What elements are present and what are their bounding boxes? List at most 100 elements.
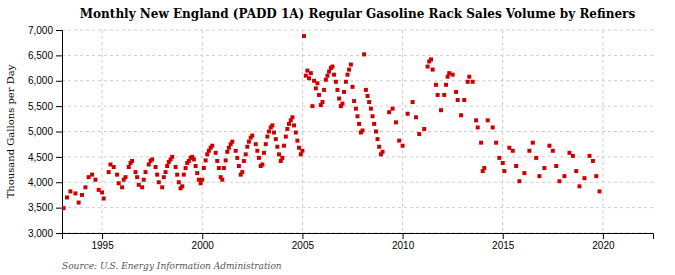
point: [184, 166, 188, 170]
y-tick-mark: [56, 157, 62, 158]
grid-line-y: [62, 182, 653, 183]
y-tick: 5,000: [28, 126, 62, 137]
point: [357, 122, 361, 126]
point: [73, 191, 77, 195]
point: [120, 185, 124, 189]
point: [280, 156, 284, 160]
y-tick-mark: [56, 132, 62, 133]
point: [345, 73, 349, 77]
point: [142, 178, 146, 182]
point: [147, 162, 151, 166]
point: [204, 158, 208, 162]
point: [340, 102, 344, 106]
point: [154, 165, 158, 169]
x-tick-label: 2010: [392, 240, 415, 251]
point: [87, 175, 91, 179]
point: [97, 188, 101, 192]
point: [474, 118, 478, 122]
point: [220, 178, 224, 182]
point: [591, 159, 595, 163]
x-tick-label: 2005: [292, 240, 315, 251]
point: [197, 178, 201, 182]
point: [342, 90, 346, 94]
point: [491, 125, 495, 129]
point: [394, 120, 398, 124]
point: [180, 184, 184, 188]
point: [332, 73, 336, 77]
point: [62, 206, 66, 210]
title: Monthly New England (PADD 1A) Regular Ga…: [80, 7, 636, 21]
point: [522, 171, 526, 175]
point: [547, 144, 551, 148]
point: [310, 104, 314, 108]
point: [160, 185, 164, 189]
point: [439, 108, 443, 112]
point: [442, 93, 446, 97]
x-tick-mark: [202, 233, 203, 239]
point: [215, 159, 219, 163]
y-tick-label: 4,000: [28, 177, 53, 188]
y-tick-label: 7,000: [28, 25, 53, 36]
point: [371, 114, 375, 118]
x-tick-mark: [102, 233, 103, 239]
point: [429, 57, 433, 61]
point: [150, 157, 154, 161]
y-tick-mark: [56, 106, 62, 107]
point: [356, 114, 360, 118]
point: [100, 190, 104, 194]
y-tick: 4,000: [28, 177, 62, 188]
y-tick: 7,000: [28, 25, 62, 36]
point: [144, 170, 148, 174]
point: [494, 141, 498, 145]
point: [434, 83, 438, 87]
x-tick-label: 2015: [492, 240, 515, 251]
point: [267, 130, 271, 134]
grid-line-y: [62, 106, 653, 107]
point: [285, 127, 289, 131]
point: [479, 141, 483, 145]
point: [352, 99, 356, 103]
point: [517, 179, 521, 183]
point: [337, 97, 341, 101]
point: [567, 151, 571, 155]
point: [587, 154, 591, 158]
grid-line-y: [62, 131, 653, 132]
point: [372, 122, 376, 126]
point: [90, 173, 94, 177]
point: [411, 100, 415, 104]
point: [347, 68, 351, 72]
point: [369, 107, 373, 111]
point: [467, 75, 471, 79]
point: [112, 165, 116, 169]
point: [459, 113, 463, 117]
point: [501, 161, 505, 165]
x-tick-mark: [503, 233, 504, 239]
point: [451, 73, 455, 77]
point: [115, 173, 119, 177]
point: [598, 189, 602, 193]
point: [324, 78, 328, 82]
point: [137, 183, 141, 187]
x-tick: 2000: [192, 233, 215, 251]
x-tick: 2015: [492, 233, 515, 251]
grid: [62, 30, 653, 233]
y-tick-label: 4,500: [28, 152, 53, 163]
point: [230, 140, 234, 144]
point: [422, 127, 426, 131]
point: [502, 169, 506, 173]
point: [334, 80, 338, 84]
point: [107, 170, 111, 174]
point: [265, 135, 269, 139]
point: [322, 88, 326, 92]
point: [140, 185, 144, 189]
x-axis: 199520002005201020152020: [63, 233, 654, 251]
point: [292, 123, 296, 127]
point: [344, 80, 348, 84]
point: [294, 131, 298, 135]
point: [264, 142, 268, 146]
point: [224, 158, 228, 162]
point: [426, 65, 430, 69]
point: [175, 173, 179, 177]
x-tick: 1995: [91, 233, 114, 251]
point: [327, 70, 331, 74]
